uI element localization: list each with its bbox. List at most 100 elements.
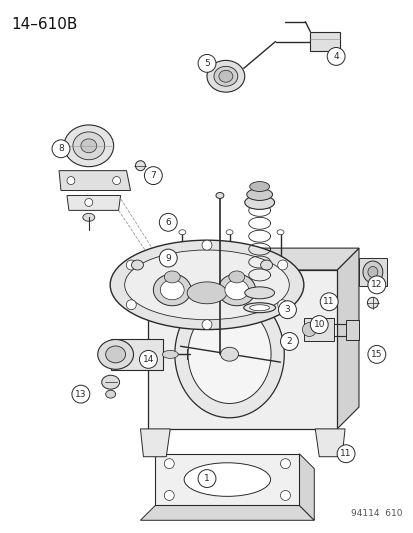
Ellipse shape: [64, 125, 113, 167]
Polygon shape: [148, 248, 358, 270]
Ellipse shape: [214, 66, 237, 86]
Text: 9: 9: [165, 254, 171, 263]
Ellipse shape: [216, 192, 223, 198]
Polygon shape: [110, 338, 163, 370]
Polygon shape: [310, 31, 339, 52]
Ellipse shape: [249, 305, 269, 311]
Polygon shape: [148, 270, 336, 429]
Text: 8: 8: [58, 144, 64, 154]
Ellipse shape: [153, 274, 191, 306]
Ellipse shape: [249, 182, 269, 191]
Ellipse shape: [206, 60, 244, 92]
Polygon shape: [299, 454, 313, 520]
Text: 1: 1: [204, 474, 209, 483]
Polygon shape: [59, 171, 130, 190]
Circle shape: [326, 47, 344, 66]
Circle shape: [310, 316, 328, 334]
Ellipse shape: [105, 390, 115, 398]
Circle shape: [336, 445, 354, 463]
Ellipse shape: [187, 282, 226, 304]
Circle shape: [320, 293, 337, 311]
Text: 2: 2: [286, 337, 292, 346]
Circle shape: [144, 167, 162, 184]
Ellipse shape: [124, 250, 289, 320]
Text: 7: 7: [150, 171, 156, 180]
Circle shape: [164, 459, 174, 469]
Circle shape: [126, 300, 136, 310]
Ellipse shape: [362, 261, 382, 283]
Ellipse shape: [301, 322, 316, 336]
Polygon shape: [336, 248, 358, 429]
Ellipse shape: [224, 280, 248, 300]
Circle shape: [277, 300, 287, 310]
Circle shape: [280, 490, 290, 500]
Circle shape: [164, 490, 174, 500]
Text: 11: 11: [339, 449, 351, 458]
Circle shape: [278, 301, 296, 319]
Ellipse shape: [184, 463, 270, 496]
Ellipse shape: [164, 271, 180, 283]
Polygon shape: [140, 505, 313, 520]
Ellipse shape: [188, 305, 271, 403]
Ellipse shape: [178, 230, 185, 235]
Circle shape: [126, 260, 136, 270]
Text: 11: 11: [323, 297, 334, 306]
Ellipse shape: [225, 230, 233, 235]
Polygon shape: [358, 258, 386, 286]
Ellipse shape: [97, 340, 133, 369]
Ellipse shape: [135, 161, 145, 171]
Polygon shape: [140, 429, 170, 457]
Polygon shape: [67, 196, 120, 211]
Ellipse shape: [367, 266, 377, 277]
Circle shape: [112, 176, 120, 184]
Ellipse shape: [83, 213, 95, 221]
Ellipse shape: [81, 139, 97, 153]
Text: 3: 3: [284, 305, 290, 314]
Circle shape: [280, 459, 290, 469]
Ellipse shape: [366, 297, 377, 308]
Text: 14–610B: 14–610B: [11, 17, 78, 31]
Text: 12: 12: [370, 280, 382, 289]
Text: 14: 14: [142, 355, 154, 364]
Circle shape: [159, 213, 177, 231]
Circle shape: [139, 350, 157, 368]
Ellipse shape: [102, 375, 119, 389]
Text: 94114  610: 94114 610: [350, 510, 402, 518]
Ellipse shape: [73, 132, 104, 160]
Ellipse shape: [260, 260, 272, 270]
Polygon shape: [345, 320, 358, 340]
Polygon shape: [315, 429, 344, 457]
Circle shape: [85, 198, 93, 206]
Ellipse shape: [162, 350, 178, 358]
Text: 10: 10: [313, 320, 324, 329]
Ellipse shape: [105, 346, 125, 363]
Text: 5: 5: [204, 59, 209, 68]
Circle shape: [280, 333, 298, 350]
Circle shape: [159, 249, 177, 267]
Circle shape: [202, 320, 211, 329]
Circle shape: [367, 276, 385, 294]
Ellipse shape: [244, 196, 274, 209]
Ellipse shape: [160, 280, 184, 300]
Circle shape: [202, 240, 211, 250]
Circle shape: [197, 470, 216, 488]
Circle shape: [67, 176, 75, 184]
Ellipse shape: [131, 260, 143, 270]
Polygon shape: [155, 454, 299, 505]
Ellipse shape: [276, 230, 283, 235]
Ellipse shape: [243, 303, 275, 313]
Circle shape: [367, 345, 385, 364]
Ellipse shape: [220, 348, 238, 361]
Polygon shape: [304, 318, 333, 342]
Ellipse shape: [246, 189, 272, 200]
Text: 4: 4: [332, 52, 338, 61]
Circle shape: [277, 260, 287, 270]
Ellipse shape: [228, 271, 244, 283]
Ellipse shape: [174, 290, 284, 418]
Circle shape: [52, 140, 70, 158]
Circle shape: [72, 385, 90, 403]
Circle shape: [197, 54, 216, 72]
Text: 13: 13: [75, 390, 86, 399]
Text: 15: 15: [370, 350, 382, 359]
Ellipse shape: [244, 287, 274, 299]
